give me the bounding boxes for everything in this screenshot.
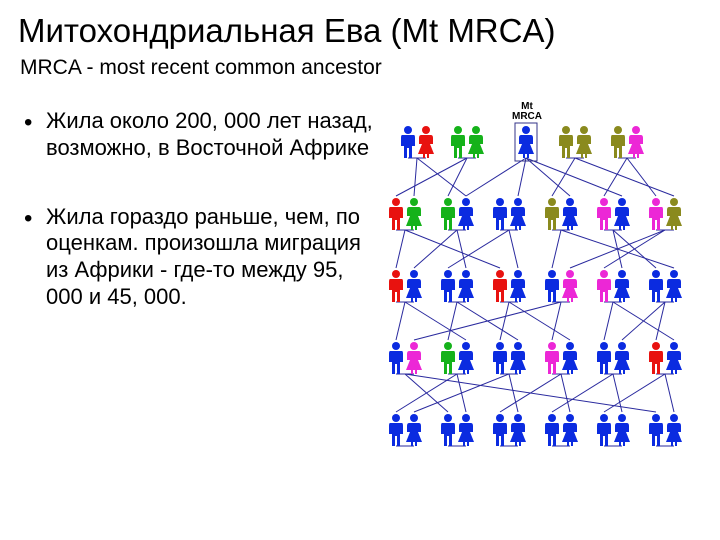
person-icon <box>510 270 526 302</box>
person-icon <box>545 414 559 446</box>
person-icon <box>649 342 663 374</box>
person-icon <box>406 342 422 374</box>
person-icon <box>545 198 559 230</box>
person-icon <box>628 126 644 158</box>
person-icon <box>614 198 630 230</box>
person-icon <box>458 270 474 302</box>
person-icon <box>597 414 611 446</box>
person-icon <box>458 414 474 446</box>
person-icon <box>493 270 507 302</box>
person-icon <box>562 414 578 446</box>
person-icon <box>510 414 526 446</box>
person-icon <box>666 270 682 302</box>
person-icon <box>614 342 630 374</box>
person-icon <box>493 342 507 374</box>
bullet-item: Жила гораздо раньше, чем, по оценкам. пр… <box>18 204 378 311</box>
person-icon <box>406 270 422 302</box>
person-icon <box>614 270 630 302</box>
person-icon <box>666 198 682 230</box>
person-icon <box>576 126 592 158</box>
person-icon <box>666 414 682 446</box>
person-icon <box>441 198 455 230</box>
slide-title: Митохондриальная Ева (Mt MRCA) <box>18 12 702 50</box>
person-icon <box>562 342 578 374</box>
slide: Митохондриальная Ева (Mt MRCA) MRCA - mo… <box>0 0 720 540</box>
genealogy-diagram: Mt MRCA <box>378 98 698 468</box>
person-icon <box>406 414 422 446</box>
person-icon <box>545 270 559 302</box>
person-icon <box>545 342 559 374</box>
person-icon <box>441 342 455 374</box>
person-icon <box>458 198 474 230</box>
person-icon <box>611 126 625 158</box>
person-icon <box>441 414 455 446</box>
diagram-svg <box>378 98 698 468</box>
mt-mrca-label: Mt MRCA <box>512 102 542 123</box>
person-icon <box>458 342 474 374</box>
person-icon <box>406 198 422 230</box>
person-icon <box>389 198 403 230</box>
person-icon <box>649 414 663 446</box>
person-icon <box>493 414 507 446</box>
person-icon <box>562 270 578 302</box>
person-icon <box>510 342 526 374</box>
person-icon <box>597 270 611 302</box>
link-lines <box>396 158 674 412</box>
bullet-list: Жила около 200, 000 лет назад, возможно,… <box>18 98 378 468</box>
person-icon <box>441 270 455 302</box>
person-icon <box>389 342 403 374</box>
bullet-item: Жила около 200, 000 лет назад, возможно,… <box>18 108 378 162</box>
person-icon <box>401 126 415 158</box>
person-icon <box>389 414 403 446</box>
person-icon <box>666 342 682 374</box>
person-icon <box>559 126 573 158</box>
person-icon <box>518 126 534 158</box>
person-icon <box>614 414 630 446</box>
person-icon <box>597 342 611 374</box>
person-icon <box>451 126 465 158</box>
person-icon <box>389 270 403 302</box>
person-icon <box>649 198 663 230</box>
person-icon <box>597 198 611 230</box>
person-icon <box>468 126 484 158</box>
person-icon <box>510 198 526 230</box>
person-icon <box>418 126 434 158</box>
person-icon <box>493 198 507 230</box>
slide-subtitle: MRCA - most recent common ancestor <box>20 56 702 80</box>
content-row: Жила около 200, 000 лет назад, возможно,… <box>18 98 702 468</box>
person-icon <box>649 270 663 302</box>
person-icon <box>562 198 578 230</box>
